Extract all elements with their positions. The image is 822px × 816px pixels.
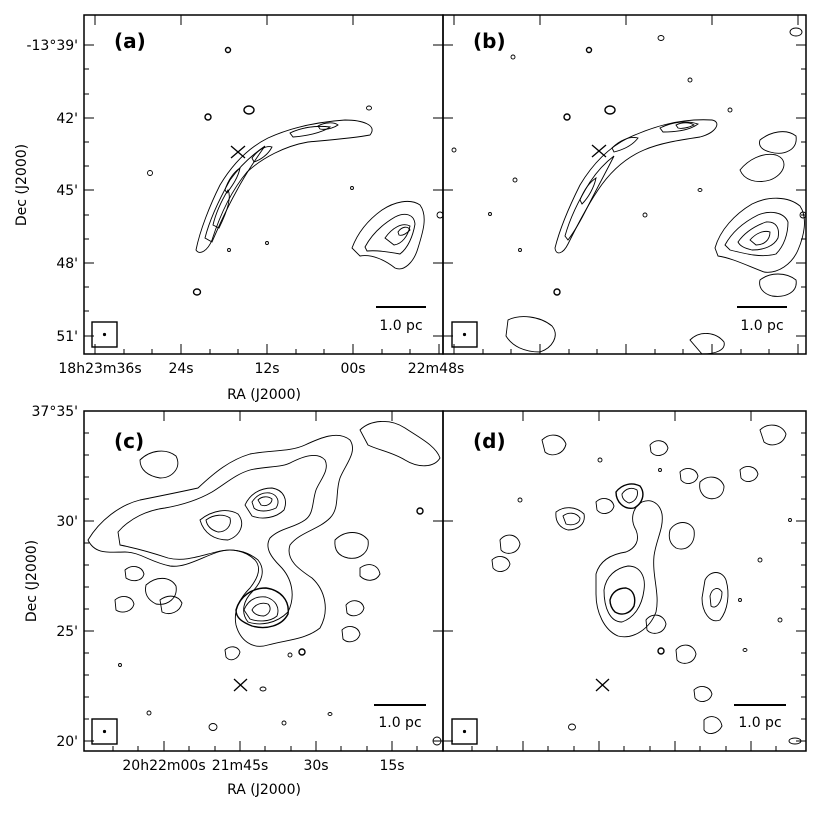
panel-d-ticks xyxy=(443,410,806,751)
panel-b-cross-marker xyxy=(591,144,607,158)
bottom-xtick-label-0: 20h22m00s xyxy=(122,758,205,774)
panel-a-label: (a) xyxy=(114,29,146,53)
top-xtick-label-1: 24s xyxy=(168,361,193,377)
panel-c-contours xyxy=(87,421,442,746)
panel-b-ticks xyxy=(443,15,806,354)
panel-d-scalebar-label: 1.0 pc xyxy=(738,715,781,731)
panel-c-scalebar-label: 1.0 pc xyxy=(378,715,421,731)
bottom-xtick-label-2: 30s xyxy=(303,758,328,774)
top-ytick-label-1: 42' xyxy=(56,111,78,127)
panel-b-frame xyxy=(442,14,807,355)
panel-b-beam-box xyxy=(451,321,478,348)
panel-b-contours xyxy=(451,27,807,355)
top-xtick-label-4: 22m48s xyxy=(408,361,465,377)
top-xtick-label-2: 12s xyxy=(254,361,279,377)
panel-d-beam-box xyxy=(451,718,478,745)
panel-b-beam xyxy=(462,332,467,337)
bottom-ylabel: Dec (J2000) xyxy=(24,540,40,622)
bottom-ytick-label-2: 25' xyxy=(56,624,78,640)
panel-c-beam-box xyxy=(91,718,118,745)
panel-a-scalebar-label: 1.0 pc xyxy=(379,318,422,334)
panel-c-beam xyxy=(102,729,107,734)
panel-c-ticks xyxy=(84,410,443,751)
top-ytick-label-3: 48' xyxy=(56,256,78,272)
bottom-xtick-label-3: 15s xyxy=(379,758,404,774)
top-ylabel: Dec (J2000) xyxy=(14,144,30,226)
panel-d-beam xyxy=(462,729,467,734)
top-xtick-label-3: 00s xyxy=(340,361,365,377)
panel-c-frame xyxy=(83,410,444,752)
top-ytick-label-0: -13°39' xyxy=(26,38,78,54)
bottom-ytick-label-0: 37°35' xyxy=(32,404,78,420)
panel-d-label: (d) xyxy=(473,429,506,453)
panel-a-beam-box xyxy=(91,321,118,348)
top-xtick-label-0: 18h23m36s xyxy=(58,361,141,377)
top-ytick-label-2: 45' xyxy=(56,183,78,199)
panel-c-cross-marker xyxy=(233,678,248,692)
panel-a-contours xyxy=(147,46,444,296)
bottom-ytick-label-1: 30' xyxy=(56,514,78,530)
panel-a-beam xyxy=(102,332,107,337)
panel-a-frame xyxy=(83,14,444,355)
bottom-xtick-label-1: 21m45s xyxy=(212,758,269,774)
panel-d-cross-marker xyxy=(595,678,610,692)
bottom-xlabel: RA (J2000) xyxy=(227,782,301,798)
panel-b-scalebar-label: 1.0 pc xyxy=(740,318,783,334)
panel-b-label: (b) xyxy=(473,29,506,53)
bottom-ytick-label-3: 20' xyxy=(56,734,78,750)
panel-a-ticks xyxy=(84,15,443,354)
panel-a-cross-marker xyxy=(230,145,246,159)
panel-d-frame xyxy=(442,410,807,752)
panel-d-contours xyxy=(491,424,802,745)
panel-c-label: (c) xyxy=(114,429,144,453)
top-xlabel: RA (J2000) xyxy=(227,387,301,403)
top-ytick-label-4: 51' xyxy=(56,329,78,345)
